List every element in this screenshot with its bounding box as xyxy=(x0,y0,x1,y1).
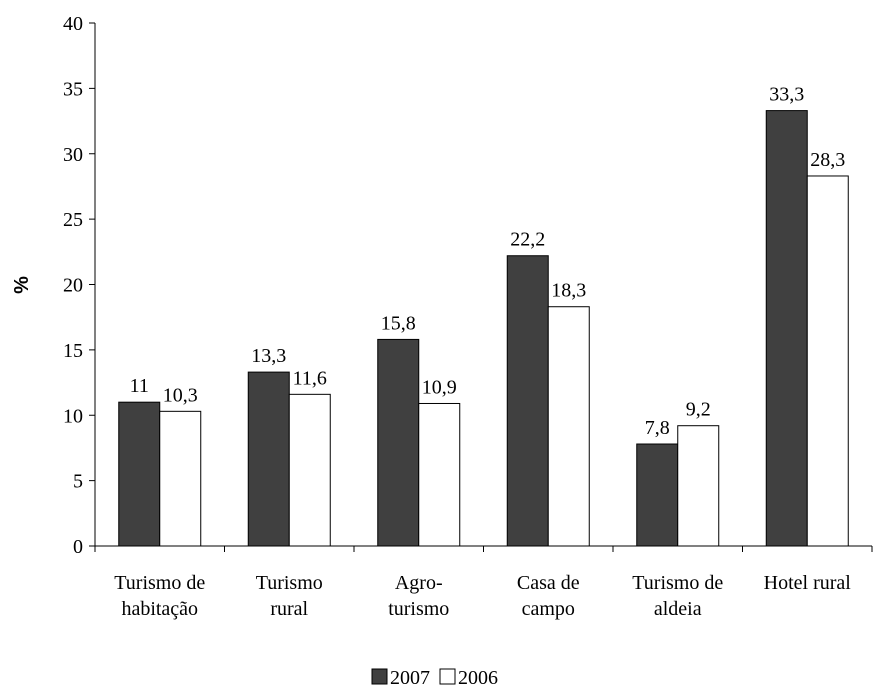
x-tick-label: Turismo rural xyxy=(256,572,323,620)
bar xyxy=(636,443,679,547)
y-tick-label: 15 xyxy=(63,340,83,362)
x-tick-label: Turismo de aldeia xyxy=(632,572,723,620)
data-label: 18,3 xyxy=(551,280,586,302)
data-label: 10,3 xyxy=(163,384,198,406)
bar xyxy=(159,410,202,547)
y-tick-label: 35 xyxy=(63,78,83,100)
y-tick-label: 30 xyxy=(63,144,83,166)
data-label: 15,8 xyxy=(381,312,416,334)
x-tick-label: Casa de campo xyxy=(517,572,580,620)
data-label: 33,3 xyxy=(769,84,804,106)
y-tick-label: 10 xyxy=(63,405,83,427)
x-tick-label: Agro-turismo xyxy=(388,572,449,620)
bar xyxy=(288,393,331,547)
bar xyxy=(118,401,161,547)
bar xyxy=(765,110,808,547)
bar xyxy=(247,371,290,547)
data-label: 10,9 xyxy=(422,376,457,398)
legend-swatch xyxy=(439,668,456,685)
bar xyxy=(677,425,720,547)
y-tick-label: 5 xyxy=(73,471,83,493)
bar xyxy=(806,175,849,547)
data-label: 13,3 xyxy=(251,345,286,367)
y-tick-label: 25 xyxy=(63,209,83,231)
legend-swatch xyxy=(371,668,388,685)
data-label: 28,3 xyxy=(810,149,845,171)
data-label: 11 xyxy=(130,375,149,397)
bar xyxy=(418,402,461,547)
data-label: 11,6 xyxy=(293,367,327,389)
bar xyxy=(377,338,420,547)
y-tick-label: 40 xyxy=(63,13,83,35)
x-tick-label: Hotel rural xyxy=(764,572,852,594)
bar xyxy=(547,306,590,547)
legend-label: 2006 xyxy=(458,667,498,689)
x-tick-label: Turismo de habitação xyxy=(114,572,205,620)
data-label: 22,2 xyxy=(510,229,545,251)
y-axis-label: % xyxy=(11,276,33,294)
data-label: 7,8 xyxy=(645,417,670,439)
legend-label: 2007 xyxy=(390,667,430,689)
data-label: 9,2 xyxy=(686,399,711,421)
y-tick-label: 0 xyxy=(73,536,83,558)
bar xyxy=(506,255,549,547)
y-tick-label: 20 xyxy=(63,275,83,297)
